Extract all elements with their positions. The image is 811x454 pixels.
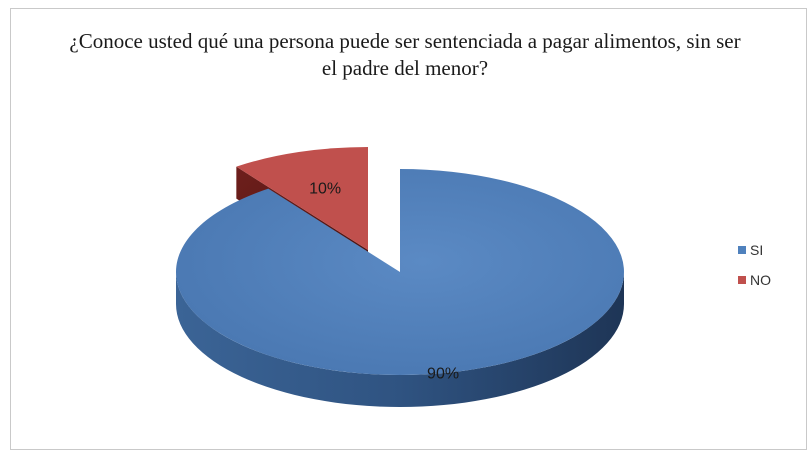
legend-item-si: SI (738, 240, 808, 260)
slice-si-side (176, 272, 624, 407)
slice-no-top (236, 147, 368, 250)
legend: SI NO (738, 240, 808, 300)
data-label-si: 90% (427, 365, 459, 382)
legend-label-no: NO (750, 272, 771, 288)
data-label-no: 10% (309, 180, 341, 197)
legend-item-no: NO (738, 270, 808, 290)
slice-si-top (175, 169, 624, 375)
legend-swatch-si (738, 246, 746, 254)
legend-label-si: SI (750, 242, 764, 258)
chart-title: ¿Conoce usted qué una persona puede ser … (69, 29, 741, 80)
legend-swatch-no (738, 276, 746, 284)
